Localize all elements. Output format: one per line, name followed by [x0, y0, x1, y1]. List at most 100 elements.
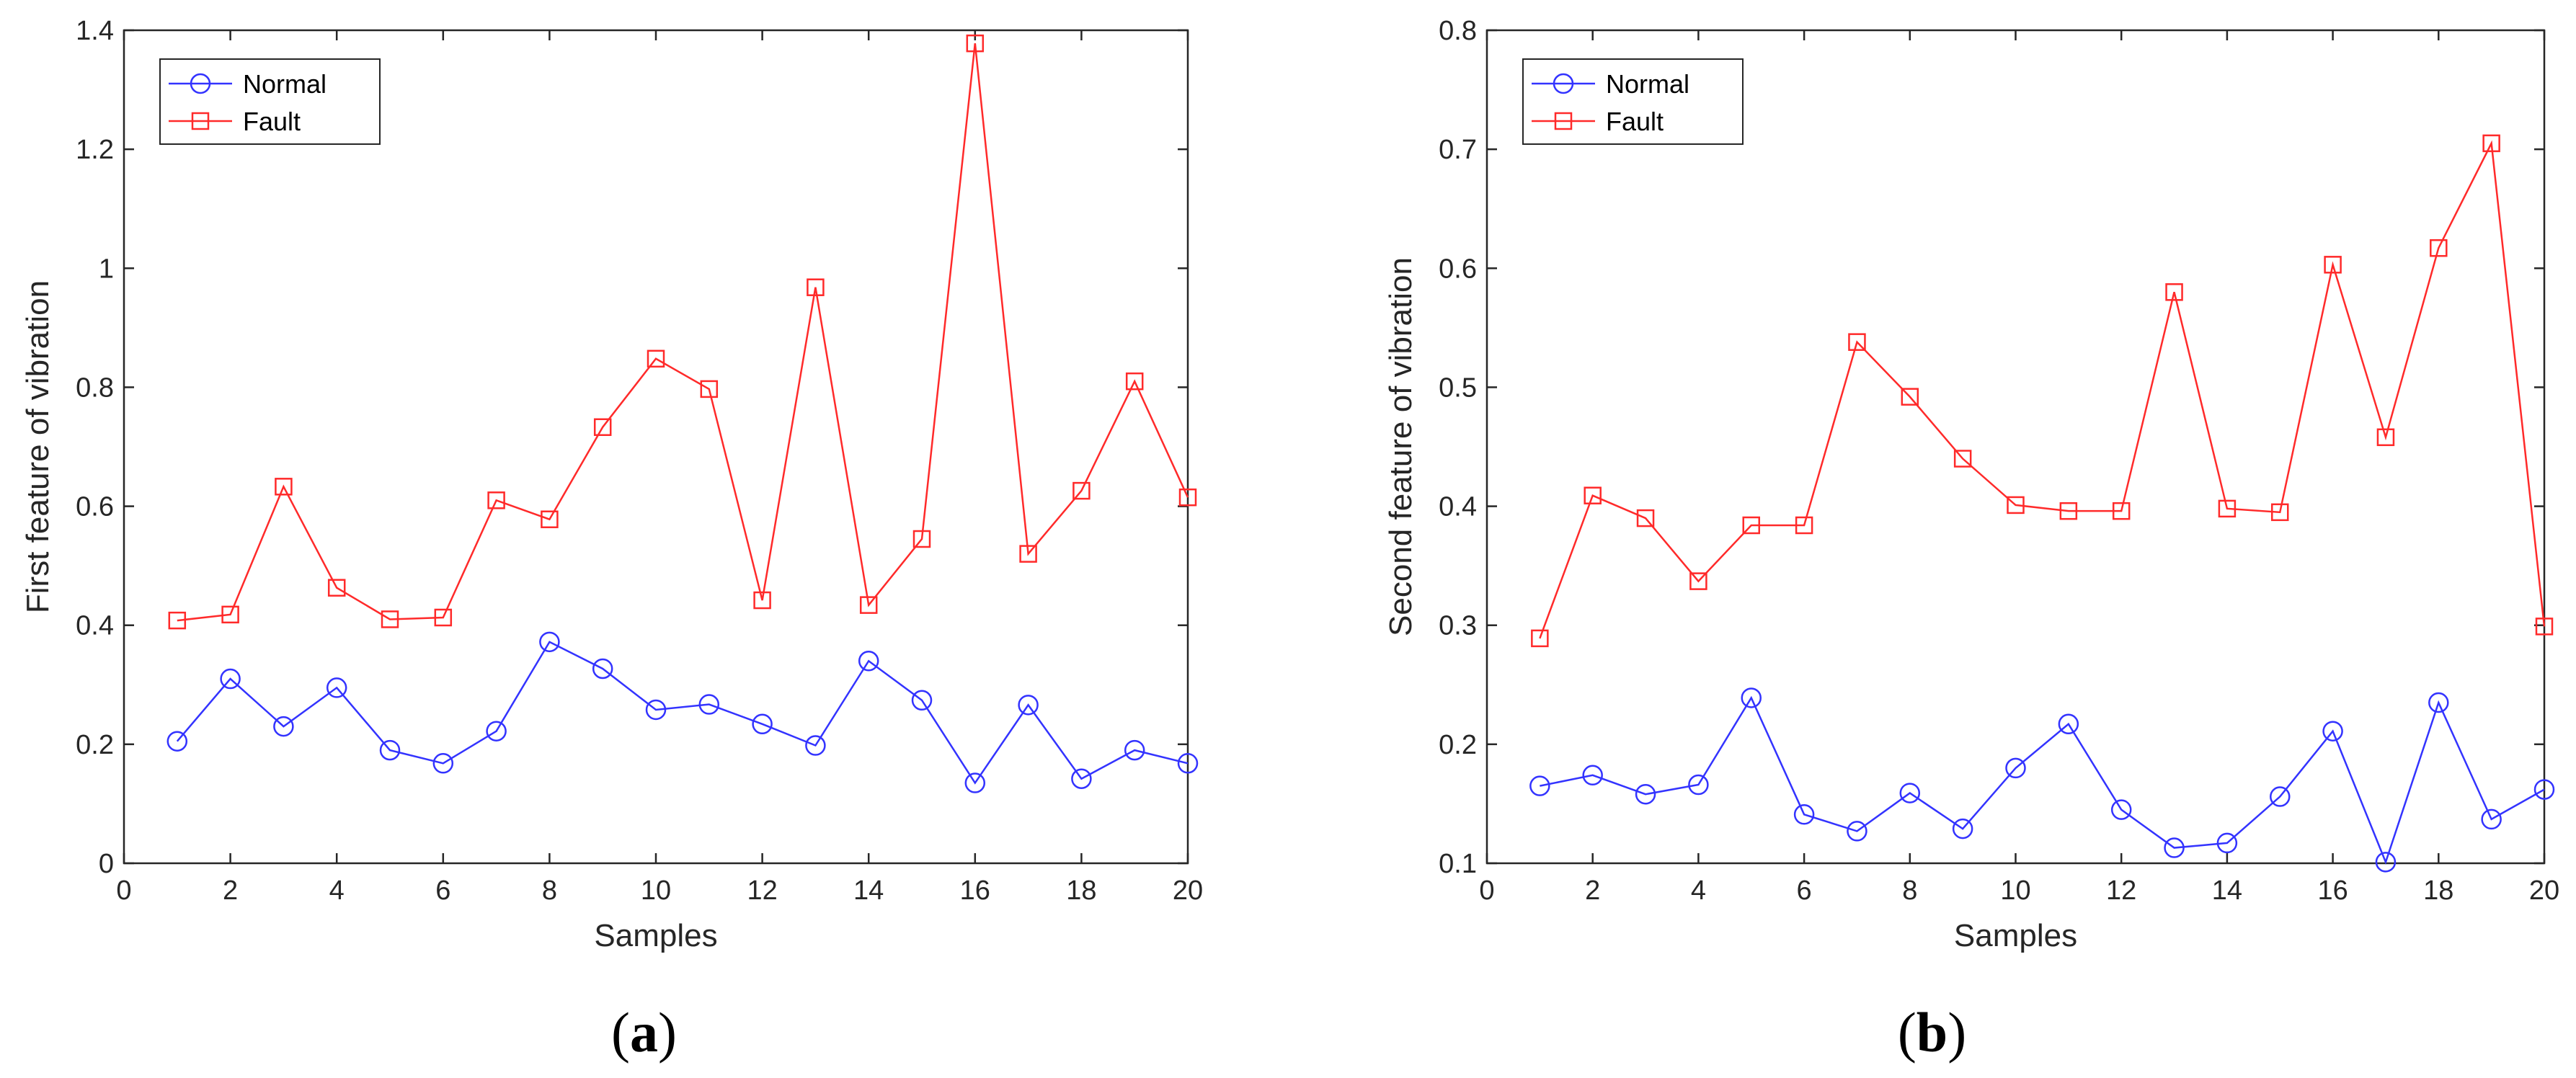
- data-point-fault: [1848, 333, 1866, 351]
- data-point-normal: [2005, 757, 2026, 779]
- y-tick-label: 0.6: [76, 492, 114, 522]
- data-point-normal: [166, 731, 188, 752]
- series-line-fault: [177, 43, 1189, 622]
- data-point-fault: [2535, 618, 2554, 636]
- x-tick-label: 20: [1173, 876, 1203, 906]
- data-point-normal: [2058, 713, 2079, 735]
- legend-marker-fault: [1554, 112, 1573, 130]
- y-tick-label: 1.2: [76, 135, 114, 165]
- data-point-fault: [1531, 629, 1549, 648]
- x-tick-label: 18: [1066, 876, 1096, 906]
- y-tick-label: 1.4: [76, 16, 114, 46]
- x-tick-label: 16: [960, 876, 990, 906]
- x-tick-label: 2: [223, 876, 238, 906]
- data-point-normal: [432, 753, 454, 774]
- legend: Normal Fault: [159, 58, 381, 145]
- data-point-normal: [1741, 687, 1762, 708]
- series-fault: [168, 34, 1197, 630]
- x-tick-label: 18: [2423, 876, 2453, 906]
- data-point-normal: [1124, 739, 1145, 761]
- caption-a-label: a: [630, 1001, 658, 1064]
- legend-label-normal: Normal: [1606, 69, 1689, 99]
- data-point-normal: [858, 651, 879, 672]
- y-tick-label: 0.6: [1439, 254, 1477, 284]
- x-tick-label: 2: [1585, 876, 1600, 906]
- data-point-normal: [220, 668, 241, 690]
- x-tick-label: 8: [1902, 876, 1917, 906]
- y-tick-label: 0.8: [76, 373, 114, 403]
- legend: Normal Fault: [1522, 58, 1744, 145]
- x-tick-label: 20: [2529, 876, 2559, 906]
- data-point-normal: [1529, 775, 1550, 796]
- data-point-fault: [487, 491, 505, 509]
- x-tick-label: 6: [1797, 876, 1812, 906]
- data-point-normal: [326, 677, 347, 698]
- x-tick-label: 4: [329, 876, 345, 906]
- data-point-fault: [1178, 488, 1197, 507]
- caption-a: (a): [611, 1001, 677, 1064]
- x-tick-label: 8: [542, 876, 557, 906]
- data-point-normal: [805, 735, 826, 756]
- legend-box: [159, 58, 381, 145]
- data-point-normal: [539, 631, 560, 653]
- caption-b: (b): [1897, 1001, 1967, 1064]
- x-tick-label: 0: [1479, 876, 1494, 906]
- y-tick-label: 0.4: [1439, 492, 1477, 522]
- data-point-fault: [1901, 388, 1919, 406]
- data-point-fault: [1125, 372, 1144, 391]
- x-tick-label: 10: [2000, 876, 2030, 906]
- legend-box: [1522, 58, 1744, 145]
- data-point-normal: [2216, 832, 2238, 854]
- data-point-fault: [434, 608, 453, 627]
- data-point-normal: [273, 716, 294, 737]
- data-point-fault: [221, 605, 239, 624]
- chart-b: 0 2 4 6 8 10 12 14 16 18 20 0.1 0.2 0.3 0.4 0.5 0.6 0.7 0.…: [1383, 16, 2559, 953]
- legend-marker-normal: [1553, 73, 1574, 94]
- data-point-fault: [1795, 516, 1813, 535]
- data-point-fault: [2165, 283, 2183, 301]
- data-point-fault: [807, 278, 825, 296]
- data-point-normal: [2428, 692, 2449, 713]
- series-normal: [166, 631, 1199, 793]
- y-axis-label: First feature of vibration: [20, 280, 55, 613]
- data-point-fault: [327, 579, 346, 597]
- data-point-normal: [2481, 808, 2502, 830]
- data-point-normal: [1952, 818, 1973, 839]
- y-tick-label: 0.2: [1439, 730, 1477, 760]
- series-line-normal: [1540, 695, 2545, 865]
- data-point-fault: [2324, 256, 2342, 274]
- x-tick-label: 14: [2212, 876, 2242, 906]
- y-tick-label: 0.5: [1439, 373, 1477, 403]
- x-tick-label: 14: [853, 876, 884, 906]
- data-point-normal: [1793, 804, 1815, 825]
- data-point-fault: [2271, 503, 2289, 522]
- data-point-fault: [912, 530, 931, 548]
- y-tick-label: 0.7: [1439, 135, 1477, 165]
- plot-area-frame: [123, 29, 1189, 865]
- data-point-normal: [2110, 799, 2132, 820]
- chart-panel-a: 0 2 4 6 8 10 12 14 16 18 20 0 0.2 0.4 0.6 0.8 1 1.2 1.4 Sam…: [20, 16, 1203, 1064]
- data-point-normal: [645, 699, 667, 721]
- data-point-fault: [753, 591, 771, 610]
- data-point-fault: [1636, 509, 1655, 527]
- data-point-fault: [2059, 502, 2078, 520]
- legend-marker-fault: [191, 112, 210, 130]
- data-point-fault: [1019, 545, 1037, 563]
- x-tick-label: 12: [747, 876, 777, 906]
- data-point-normal: [1635, 783, 1656, 805]
- y-tick-label: 1: [99, 254, 114, 284]
- data-point-normal: [752, 713, 773, 735]
- series-normal: [1529, 687, 2555, 873]
- data-point-normal: [911, 690, 933, 711]
- x-tick-label: 12: [2106, 876, 2136, 906]
- data-point-fault: [593, 418, 612, 437]
- data-point-normal: [2164, 837, 2185, 858]
- x-axis-label: Samples: [1954, 918, 2077, 953]
- data-point-normal: [1018, 695, 1039, 716]
- data-point-normal: [1688, 774, 1709, 796]
- data-point-fault: [381, 610, 399, 628]
- data-point-normal: [1582, 765, 1603, 786]
- data-point-normal: [964, 772, 986, 793]
- data-point-normal: [2375, 852, 2397, 873]
- legend-marker-normal: [190, 73, 211, 94]
